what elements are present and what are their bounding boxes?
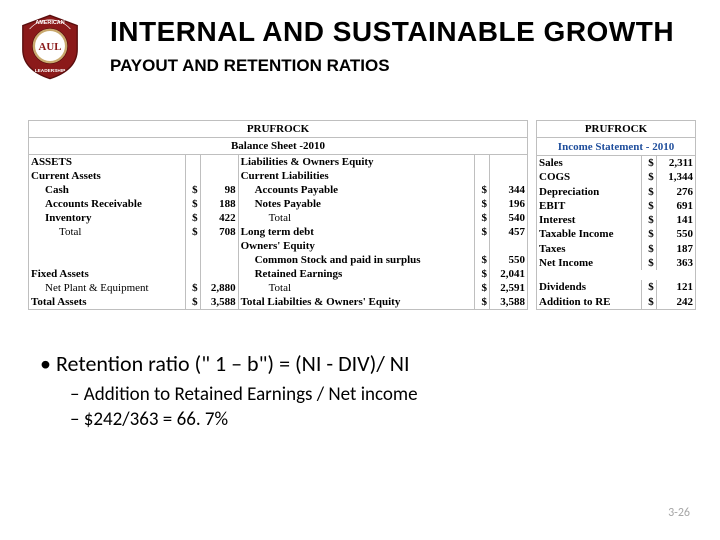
svg-text:LEADERSHIP: LEADERSHIP [35,68,66,74]
svg-text:AMERICAN: AMERICAN [35,20,64,26]
ca-label: Current Assets [29,169,186,183]
ppe-label: Net Plant & Equipment [29,281,186,295]
tloe-label: Total Liabilties & Owners' Equity [238,295,474,310]
is-header2: Income Statement - 2010 [537,138,696,155]
university-logo: AMERICAN AUL LEADERSHIP [16,12,84,80]
cs-label: Common Stock and paid in surplus [238,253,474,267]
income-statement-table: PRUFROCK Income Statement - 2010 Sales$2… [536,120,696,310]
cash-label: Cash [29,183,186,197]
financial-tables: PRUFROCK Balance Sheet -2010 ASSETS Liab… [28,120,696,310]
bs-header2: Balance Sheet -2010 [29,138,528,155]
ca-total-label: Total [29,225,186,239]
liab-label: Liabilities & Owners Equity [238,155,474,170]
cl-total-label: Total [238,211,474,225]
ta-label: Total Assets [29,295,186,310]
ar-label: Accounts Receivable [29,197,186,211]
cl-label: Current Liabilities [238,169,474,183]
balance-sheet-table: PRUFROCK Balance Sheet -2010 ASSETS Liab… [28,120,528,310]
page-number: 3-26 [668,506,690,520]
fa-label: Fixed Assets [29,267,186,281]
sub-bullet-1: – Addition to Retained Earnings / Net in… [70,383,418,406]
oe-total-label: Total [238,281,474,295]
inv-label: Inventory [29,211,186,225]
main-bullet: • Retention ratio (" 1 – b") = (NI - DIV… [40,350,418,377]
np-label: Notes Payable [238,197,474,211]
bullet-list: • Retention ratio (" 1 – b") = (NI - DIV… [40,350,418,431]
bs-header1: PRUFROCK [29,121,528,138]
slide-subtitle: PAYOUT AND RETENTION RATIOS [110,56,390,76]
slide-title: INTERNAL AND SUSTAINABLE GROWTH [110,16,674,48]
ltd-label: Long term debt [238,225,474,239]
sub-bullet-2: – $242/363 = 66. 7% [70,408,418,431]
ap-label: Accounts Payable [238,183,474,197]
assets-label: ASSETS [29,155,186,170]
svg-text:AUL: AUL [39,41,62,53]
is-header1: PRUFROCK [537,121,696,138]
re-label: Retained Earnings [238,267,474,281]
oe-label: Owners' Equity [238,239,474,253]
